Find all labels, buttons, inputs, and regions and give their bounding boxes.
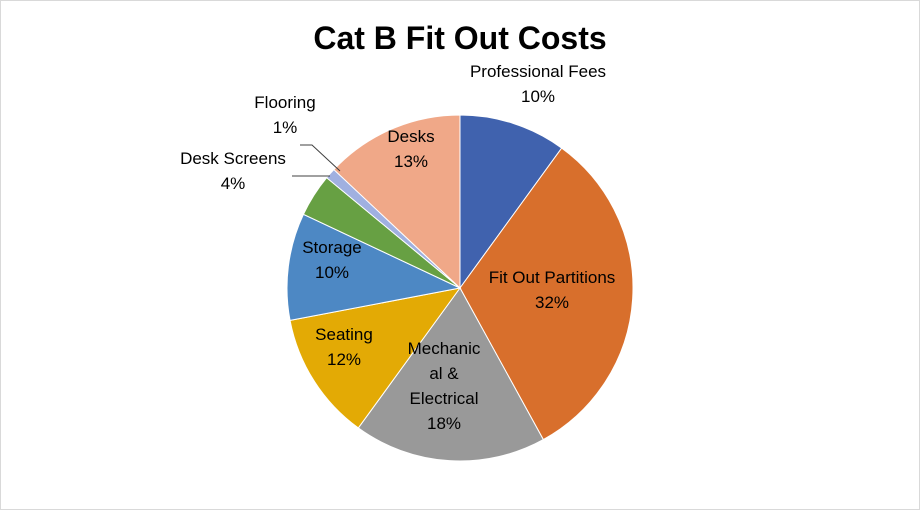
slice-label-desk-screens: Desk Screens 4% [180,149,286,193]
pie-slice-storage [286,213,462,322]
pie-slice-desks [333,114,461,290]
leader-lines [292,144,341,177]
slice-label-desks: Desks 13% [387,127,434,171]
pie-slice-mechanical-and-electrical [357,287,545,462]
slice-label-fit-out-partitions: Fit Out Partitions 32% [489,268,616,312]
slice-label-mechanical-and-electrical: Mechanic al & Electrical 18% [408,339,481,433]
slice-labels: Professional Fees 10% Fit Out Partitions 32… [180,62,615,433]
slice-label-professional-fees: Professional Fees 10% [470,62,606,106]
slice-label-seating: Seating 12% [315,325,373,369]
slice-label-flooring: Flooring 1% [254,93,315,137]
pie-slice-professional-fees [459,114,563,290]
chart-title: Cat B Fit Out Costs [313,20,607,56]
slice-label-storage: Storage 10% [302,238,362,282]
pie-slices [286,114,634,462]
pie-slice-seating [289,287,462,429]
leader-line-flooring [300,144,341,172]
pie-slice-fit-out-partitions [459,147,634,441]
